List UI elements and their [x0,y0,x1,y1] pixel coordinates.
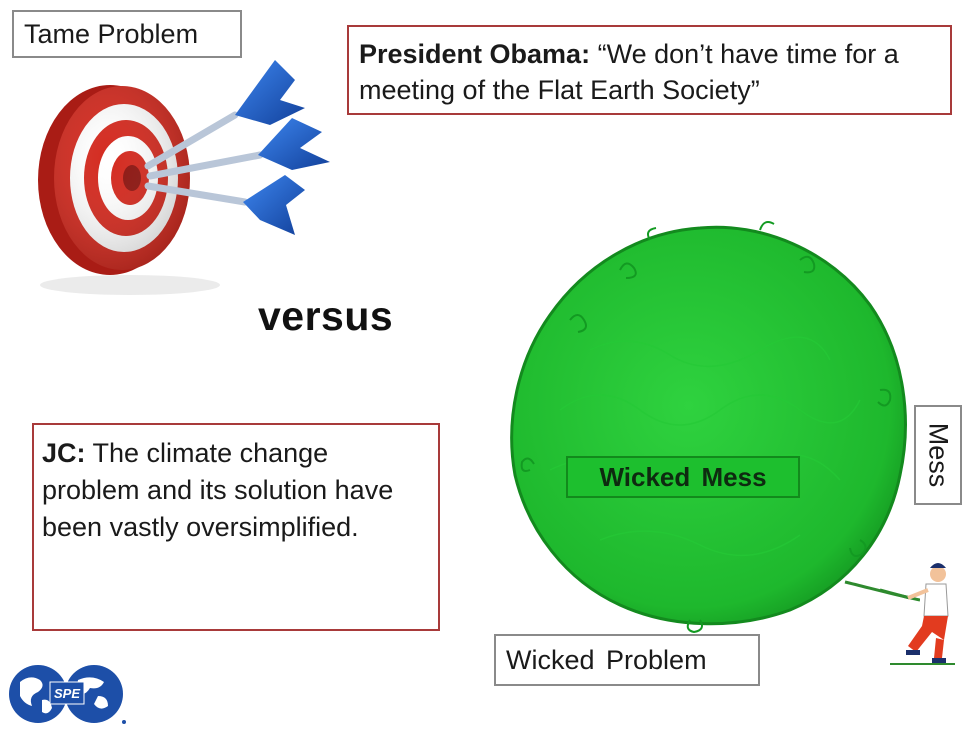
wicked-mess-ball-illustration [510,221,920,634]
dart-icon [146,118,330,180]
dart-icon [144,175,305,235]
mess-label: Mess [923,422,954,488]
mess-label-box: Mess [914,405,962,505]
wicked-problem-label: Wicked Problem [494,634,760,686]
jc-text: The climate change problem and its solut… [42,438,394,542]
jc-quote-box: JC: The climate change problem and its s… [32,423,440,631]
dart-icon [144,60,305,170]
obama-quote-box: President Obama: “We don’t have time for… [347,25,952,115]
jc-speaker: JC: [42,438,86,468]
quote-speaker: President Obama: [359,39,591,69]
quote-text: “We don’t have time for a meeting of the… [359,39,899,105]
target-with-darts-illustration [38,60,330,295]
target-icon [38,85,190,275]
person-pulling-rope-illustration [880,563,955,665]
tangled-ball-icon [510,221,907,634]
tame-problem-label: Tame Problem [12,10,242,58]
svg-text:SPE: SPE [54,686,80,701]
wicked-mess-label: Wicked Mess [566,456,800,498]
spe-logo: SPE [9,665,126,724]
versus-heading: versus [258,293,394,339]
person-icon [880,563,955,665]
globe-icon [9,665,123,723]
